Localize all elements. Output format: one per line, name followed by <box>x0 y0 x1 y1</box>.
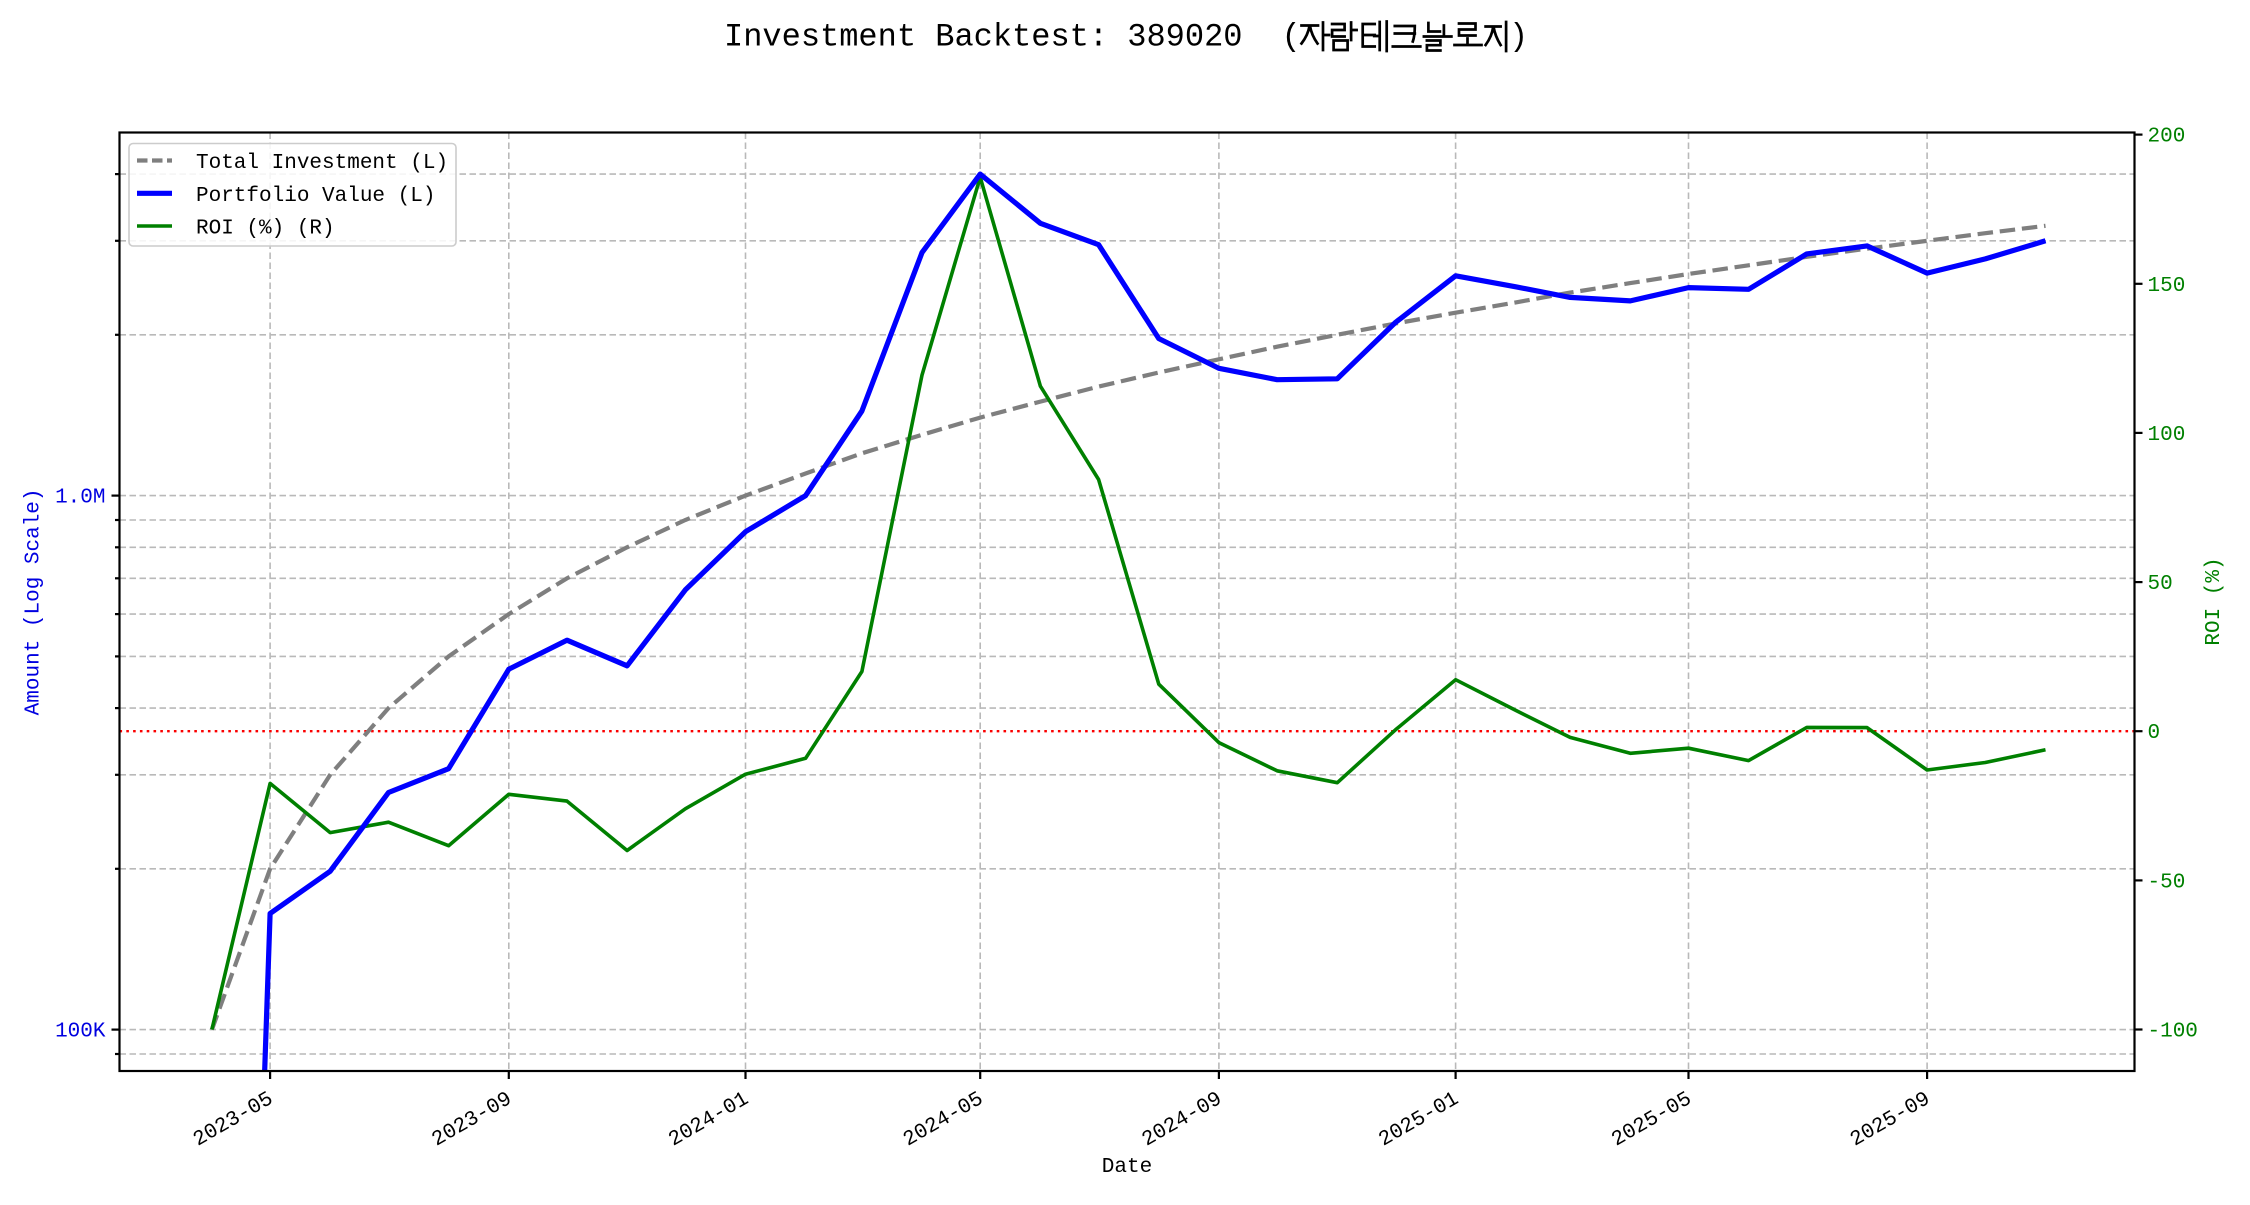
svg-text:Portfolio Value (L): Portfolio Value (L) <box>196 185 435 208</box>
svg-text:0: 0 <box>2148 722 2161 745</box>
svg-text:ROI (%) (R): ROI (%) (R) <box>196 218 335 241</box>
svg-text:150: 150 <box>2148 275 2186 298</box>
svg-text:50: 50 <box>2148 573 2173 596</box>
svg-text:200: 200 <box>2148 126 2186 149</box>
svg-text:-50: -50 <box>2148 871 2186 894</box>
svg-text:100K: 100K <box>55 1021 106 1044</box>
svg-text:100: 100 <box>2148 424 2186 447</box>
svg-text:): ) <box>1509 19 1528 56</box>
svg-text:1.0M: 1.0M <box>55 487 105 510</box>
svg-text:Date: Date <box>1102 1156 1152 1179</box>
svg-text:(: ( <box>1282 19 1301 56</box>
svg-text:ROI (%): ROI (%) <box>2203 557 2226 645</box>
svg-text:-100: -100 <box>2148 1021 2198 1044</box>
svg-text:Investment Backtest: 389020: Investment Backtest: 389020 <box>724 19 1242 56</box>
svg-text:Total Investment (L): Total Investment (L) <box>196 152 448 175</box>
svg-text:Amount (Log Scale): Amount (Log Scale) <box>23 488 46 715</box>
